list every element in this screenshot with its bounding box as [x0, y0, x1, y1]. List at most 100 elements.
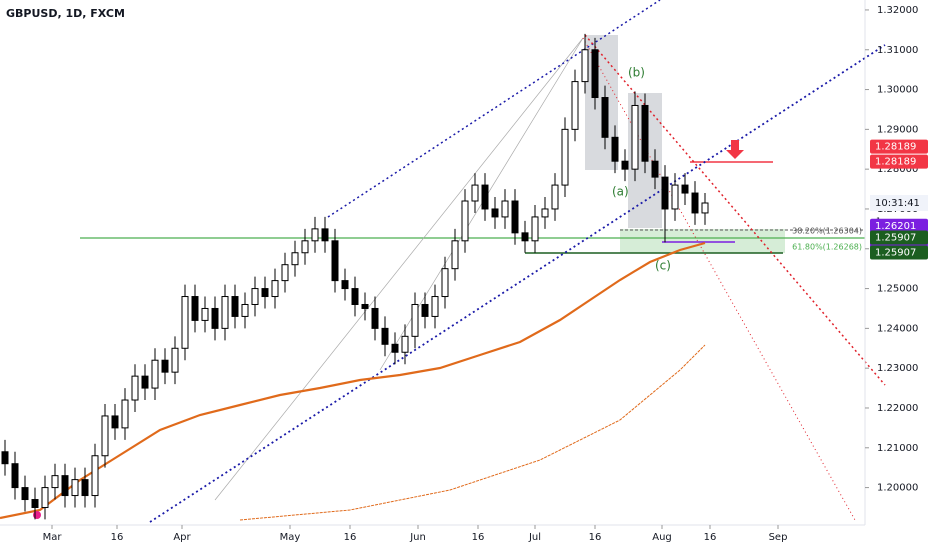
candle-body: [691, 192, 699, 214]
candle-body: [211, 307, 219, 329]
candle-body: [1, 451, 9, 465]
candle-body: [241, 303, 249, 317]
fib-label: 61.80%(1.26268): [792, 243, 862, 252]
candle-body: [511, 200, 519, 234]
candle-body: [131, 375, 139, 401]
price-badge: [870, 139, 928, 154]
candle-body: [41, 487, 49, 508]
candle-body: [321, 228, 329, 242]
candle-body: [291, 252, 299, 266]
x-tick-label: 16: [589, 532, 602, 543]
candle-body: [101, 415, 109, 457]
candle-body: [31, 499, 39, 508]
candle-body: [141, 375, 149, 389]
candle-body: [701, 202, 709, 214]
price-badge: [870, 154, 928, 169]
fib-zone: [620, 229, 785, 253]
candle-body: [351, 288, 359, 305]
price-badge-label: 1.28189: [875, 157, 916, 168]
candle-body: [621, 160, 629, 170]
x-tick-label: 16: [472, 532, 485, 543]
candle-body: [271, 280, 279, 298]
candle-body: [661, 176, 669, 210]
channel-top: [327, 0, 661, 218]
candle-body: [371, 307, 379, 329]
candle-body: [471, 184, 479, 202]
candle-body: [491, 208, 499, 218]
candle-body: [541, 208, 549, 218]
y-tick-label: 1.29000: [877, 124, 918, 135]
drawings: [0, 0, 886, 523]
x-tick-label: May: [280, 532, 301, 543]
x-tick-label: 16: [344, 532, 357, 543]
price-badge: [870, 230, 928, 245]
candle-body: [421, 303, 429, 317]
gann-line: [214, 37, 584, 501]
candle-body: [411, 303, 419, 337]
candle-body: [181, 296, 189, 349]
y-tick-label: 1.28000: [877, 164, 918, 175]
y-tick-label: 1.30000: [877, 85, 918, 96]
candle-body: [451, 240, 459, 270]
price-badge-label: 1.26201: [875, 221, 916, 232]
candle-body: [221, 296, 229, 329]
price-badge: [870, 218, 928, 233]
wave-label: (b): [628, 66, 645, 80]
x-tick-label: Sep: [769, 532, 788, 543]
candle-body: [601, 97, 609, 138]
candle-body: [381, 327, 389, 345]
candle-body: [571, 81, 579, 130]
wave-label: (a): [612, 185, 629, 199]
red-channel: [582, 37, 856, 521]
y-tick-label: 1.31000: [877, 45, 918, 56]
x-tick-label: 16: [111, 532, 124, 543]
x-tick-label: Mar: [43, 532, 63, 543]
price-badge-label: 1.25907: [875, 232, 916, 243]
candle-body: [611, 136, 619, 162]
candle-body: [61, 475, 69, 497]
countdown: 10:31:41: [875, 198, 920, 209]
candle-body: [121, 399, 129, 429]
x-tick-label: Jun: [409, 532, 426, 543]
candle-body: [151, 359, 159, 389]
y-tick-label: 1.23000: [877, 363, 918, 374]
candle-body: [561, 128, 569, 186]
candle-body: [281, 264, 289, 282]
fib-label: 38.20%(1.26304): [792, 227, 862, 236]
candle-body: [171, 347, 179, 373]
candle-body: [401, 335, 409, 353]
candle-body: [581, 49, 589, 83]
candle-body: [631, 104, 639, 170]
candle-body: [361, 303, 369, 309]
candle-body: [91, 455, 99, 497]
candle-body: [191, 296, 199, 321]
candle-body: [71, 479, 79, 497]
y-tick-label: 1.22000: [877, 403, 918, 414]
candle-body: [651, 160, 659, 178]
candle-body: [251, 288, 259, 305]
candle-body: [231, 296, 239, 317]
candle-body: [431, 296, 439, 317]
y-tick-label: 1.25000: [877, 284, 918, 295]
candle-body: [21, 487, 29, 501]
moving-average: [239, 344, 706, 521]
candle-body: [441, 268, 449, 298]
candle-body: [341, 280, 349, 290]
candle-body: [261, 288, 269, 298]
x-tick-label: 16: [704, 532, 717, 543]
chart-title: GBPUSD, 1D, FXCM: [6, 7, 125, 20]
arrow: [726, 140, 744, 159]
candle-body: [591, 49, 599, 99]
candle-body: [671, 184, 679, 210]
x-tick-label: Apr: [173, 532, 191, 543]
candle-body: [461, 200, 469, 242]
marker: [33, 511, 41, 519]
x-tick-label: Jul: [528, 532, 541, 543]
candle-body: [51, 475, 59, 489]
wave-label: (c): [655, 259, 671, 273]
candle-body: [301, 240, 309, 254]
candle-body: [551, 184, 559, 210]
candle-body: [481, 184, 489, 210]
candle-body: [531, 216, 539, 242]
